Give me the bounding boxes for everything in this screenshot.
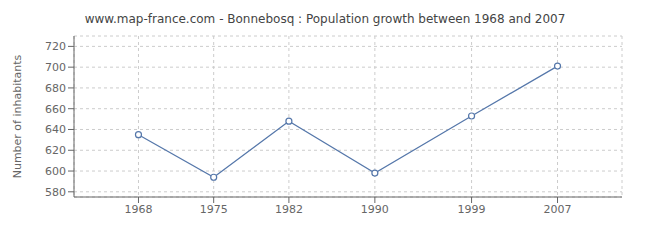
svg-text:700: 700 <box>45 61 66 74</box>
svg-text:2007: 2007 <box>544 203 572 216</box>
svg-text:1968: 1968 <box>124 203 152 216</box>
svg-text:1999: 1999 <box>458 203 486 216</box>
svg-text:1975: 1975 <box>200 203 228 216</box>
svg-text:620: 620 <box>45 144 66 157</box>
svg-text:Number of inhabitants: Number of inhabitants <box>11 54 24 178</box>
svg-text:1990: 1990 <box>361 203 389 216</box>
svg-text:660: 660 <box>45 103 66 116</box>
svg-text:640: 640 <box>45 123 66 136</box>
svg-text:600: 600 <box>45 165 66 178</box>
svg-text:720: 720 <box>45 40 66 53</box>
html-text:www.map-france.com - Bonnebosq: www.map-france.com - Bonnebosq : Populat… <box>84 12 566 26</box>
svg-text:680: 680 <box>45 82 66 95</box>
svg-text:1982: 1982 <box>275 203 303 216</box>
svg-text:580: 580 <box>45 186 66 199</box>
